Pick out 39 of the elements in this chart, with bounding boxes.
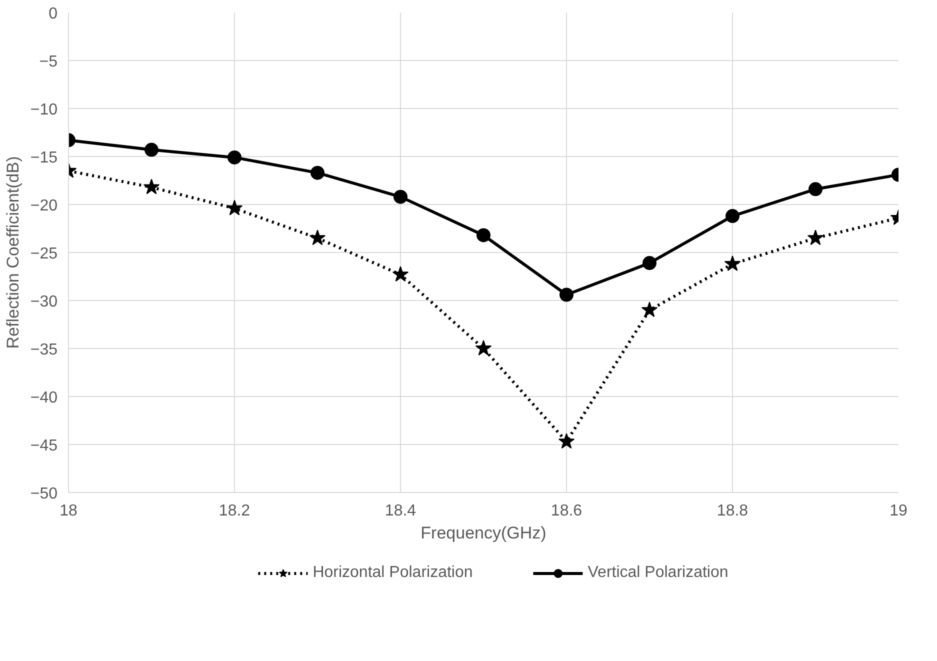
x-tick-label: 18 (60, 502, 78, 520)
y-tick-label: −15 (30, 150, 58, 166)
point (392, 266, 409, 282)
point (475, 340, 492, 356)
x-axis-title: Frequency(GHz) (420, 524, 546, 542)
y-tick-label: −25 (30, 246, 58, 262)
y-tick-label: −35 (30, 342, 58, 358)
x-tick-label: 18.4 (384, 502, 416, 520)
y-tick-label: −20 (30, 198, 58, 214)
point (309, 230, 326, 246)
point (310, 166, 324, 180)
point (144, 142, 158, 157)
legend-label: Vertical Polarization (588, 562, 728, 582)
y-tick-label: −50 (30, 486, 58, 502)
x-tick-label: 18.2 (218, 502, 250, 520)
y-tick-label: −5 (39, 54, 58, 70)
y-tick-label: 0 (48, 6, 58, 22)
y-tick-label: −45 (30, 438, 58, 454)
point (476, 228, 490, 242)
point (143, 178, 160, 194)
x-tick-label: 19 (890, 502, 908, 520)
point (642, 256, 656, 270)
point (807, 230, 824, 246)
y-tick-label: −30 (30, 294, 58, 310)
point (808, 182, 822, 196)
y-tick-label: −40 (30, 390, 58, 406)
point (641, 302, 658, 318)
point (228, 150, 242, 164)
y-axis-title: Reflection Coefficient(dB) (3, 156, 22, 349)
legend-label: Horizontal Polarization (312, 562, 473, 582)
y-tick-label: −10 (30, 102, 58, 118)
point (558, 433, 575, 449)
point (560, 288, 574, 302)
point (726, 209, 740, 224)
x-tick-label: 18.6 (550, 502, 582, 520)
point (394, 190, 408, 204)
x-tick-label: 18.8 (716, 502, 748, 520)
point (226, 200, 243, 216)
point (724, 256, 741, 271)
